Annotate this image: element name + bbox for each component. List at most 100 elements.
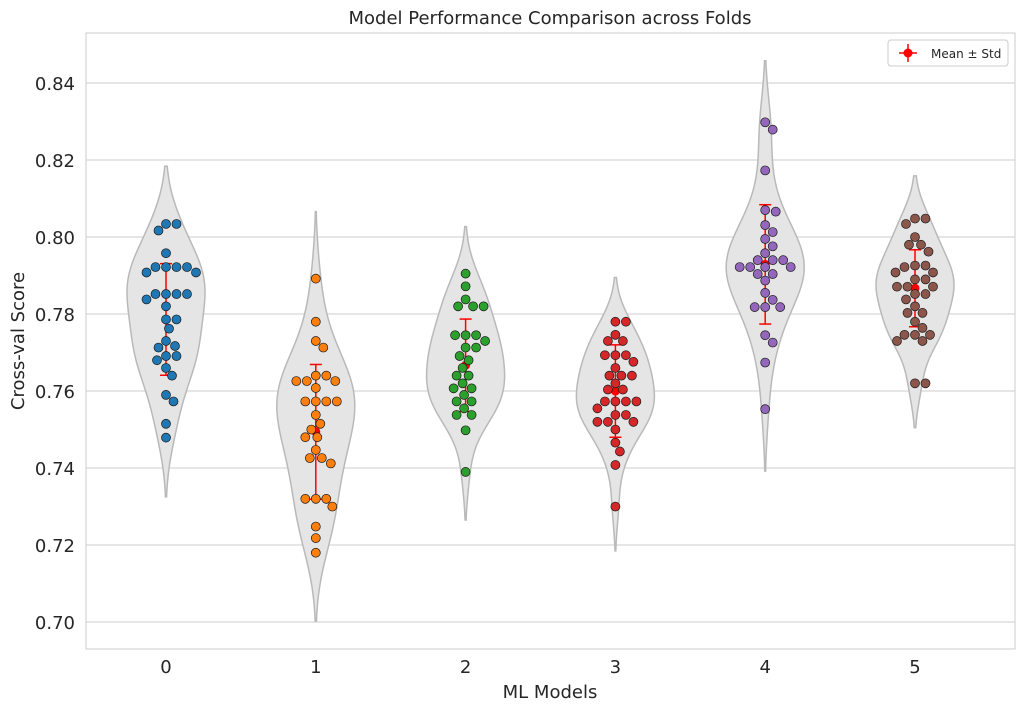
x-tick-label: 0: [160, 657, 171, 678]
score-point-model-0: [153, 342, 164, 353]
score-point-model-4: [749, 302, 760, 312]
score-point-model-4: [767, 241, 778, 252]
score-point-model-3: [610, 316, 621, 327]
score-point-model-3: [600, 396, 610, 407]
score-point-model-0: [164, 323, 174, 334]
score-point-model-0: [167, 370, 177, 381]
score-points: [141, 117, 938, 558]
score-point-model-2: [463, 355, 474, 366]
score-point-model-3: [615, 446, 625, 457]
score-point-model-5: [910, 378, 920, 389]
score-point-model-2: [460, 294, 471, 305]
score-point-model-3: [603, 417, 613, 427]
score-point-model-3: [621, 396, 631, 407]
score-point-model-5: [890, 267, 901, 278]
score-point-model-3: [631, 396, 642, 407]
score-point-model-4: [785, 262, 796, 272]
score-point-model-2: [466, 396, 477, 407]
score-point-model-1: [310, 396, 321, 407]
score-point-model-1: [310, 336, 321, 346]
score-point-model-1: [330, 376, 341, 386]
score-point-model-1: [306, 424, 317, 435]
score-point-model-5: [920, 260, 931, 271]
x-axis-label: ML Models: [503, 682, 598, 703]
score-point-model-0: [168, 396, 179, 407]
score-point-model-4: [760, 205, 771, 215]
score-point-model-3: [600, 350, 610, 361]
score-point-model-0: [161, 301, 171, 312]
score-point-model-2: [463, 370, 474, 381]
score-point-model-0: [171, 289, 182, 299]
y-tick-label: 0.80: [35, 228, 75, 249]
score-point-model-0: [161, 336, 171, 346]
score-point-model-3: [610, 501, 621, 512]
score-point-model-1: [331, 396, 342, 407]
legend-mean-marker: [903, 48, 913, 58]
y-tick-label: 0.70: [35, 613, 75, 634]
score-point-model-4: [778, 255, 789, 265]
score-point-model-1: [300, 432, 311, 443]
score-point-model-0: [182, 289, 192, 299]
y-gridlines: [86, 82, 1015, 623]
score-point-model-0: [161, 432, 171, 443]
score-point-model-0: [161, 248, 171, 259]
chart-title: Model Performance Comparison across Fold…: [349, 8, 752, 29]
score-point-model-3: [628, 417, 639, 427]
score-point-model-1: [291, 376, 302, 386]
score-point-model-1: [310, 383, 321, 393]
score-point-model-0: [152, 355, 162, 366]
score-point-model-5: [901, 294, 911, 305]
score-point-model-2: [451, 410, 462, 420]
score-point-model-1: [316, 453, 327, 463]
score-point-model-1: [327, 501, 338, 512]
score-point-model-5: [892, 336, 902, 346]
x-tick-label: 5: [909, 657, 920, 678]
score-point-model-2: [450, 330, 460, 341]
score-point-model-1: [310, 410, 321, 420]
score-point-model-5: [916, 239, 926, 250]
score-point-model-4: [760, 234, 771, 244]
score-point-model-3: [618, 336, 628, 346]
score-point-model-2: [471, 342, 481, 353]
y-tick-label: 0.82: [35, 151, 75, 172]
score-point-model-4: [752, 255, 763, 265]
score-point-model-2: [457, 363, 468, 373]
score-point-model-2: [466, 383, 477, 394]
score-point-model-4: [752, 269, 763, 279]
score-point-model-1: [310, 494, 321, 504]
legend-box: [887, 39, 1009, 67]
score-point-model-4: [760, 404, 771, 414]
score-point-model-4: [760, 262, 771, 272]
score-point-model-5: [928, 267, 938, 278]
x-tick-label: 4: [759, 657, 770, 678]
score-point-model-0: [182, 262, 192, 272]
score-point-model-2: [460, 330, 471, 341]
score-point-model-0: [171, 314, 182, 325]
score-point-model-5: [920, 289, 931, 299]
score-point-model-5: [925, 329, 935, 340]
score-point-model-3: [618, 384, 628, 395]
score-point-model-1: [315, 418, 326, 429]
score-point-model-2: [459, 390, 469, 400]
score-point-model-4: [767, 124, 778, 135]
score-point-model-0: [161, 219, 171, 229]
score-point-model-3: [592, 403, 603, 414]
score-point-model-2: [451, 396, 462, 407]
score-point-model-2: [460, 268, 471, 279]
score-point-model-2: [460, 342, 471, 353]
legend-label: Mean ± Std: [931, 47, 1001, 61]
score-point-model-1: [325, 458, 336, 469]
score-point-model-3: [610, 424, 621, 435]
score-point-model-0: [171, 351, 182, 361]
score-point-model-3: [621, 410, 631, 420]
score-point-model-2: [459, 403, 469, 414]
score-point-model-5: [920, 274, 931, 285]
score-point-model-3: [592, 417, 603, 427]
x-tick-labels: 0 1 2 3 4 5: [160, 657, 920, 678]
score-point-model-1: [300, 396, 311, 407]
score-point-model-2: [478, 301, 489, 312]
score-point-model-1: [318, 342, 329, 353]
mean-marker-model-3: [610, 386, 620, 396]
score-point-model-1: [321, 370, 332, 381]
